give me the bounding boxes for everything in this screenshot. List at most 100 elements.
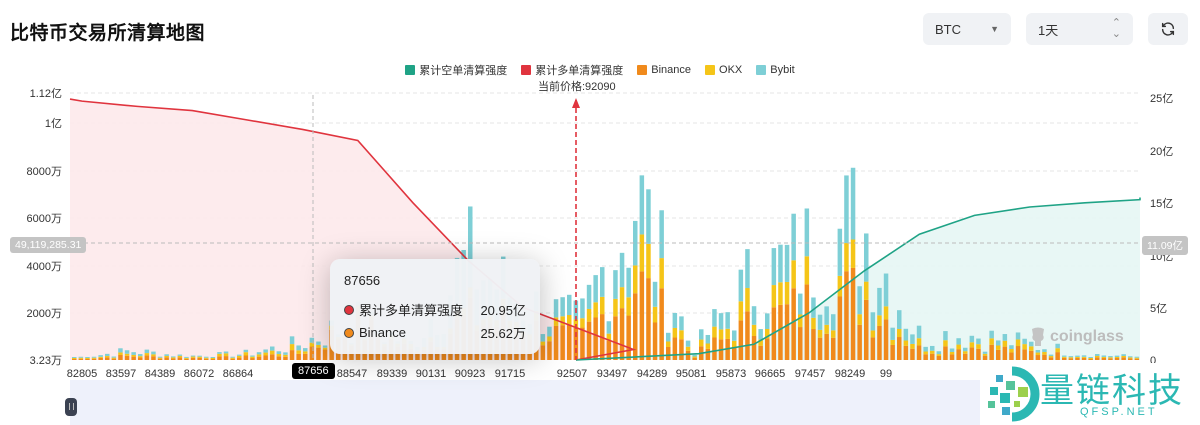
liquidation-bar <box>778 244 783 283</box>
liquidation-bar <box>111 356 117 358</box>
liquidation-bar <box>1114 358 1120 360</box>
liquidation-bar <box>943 331 948 341</box>
liquidation-bar <box>870 330 876 338</box>
liquidation-bar <box>692 356 697 358</box>
left-axis-crosshair-label: 49,119,285.31 <box>10 237 87 253</box>
liquidation-bar <box>712 326 717 338</box>
legend-swatch <box>705 65 716 75</box>
liquidation-bar <box>85 358 90 359</box>
liquidation-bar <box>157 357 163 359</box>
caret-down-icon: ▼ <box>990 24 999 34</box>
x-axis-tick: 97457 <box>795 368 826 380</box>
liquidation-bar <box>712 309 717 327</box>
liquidation-bar <box>111 357 117 359</box>
period-select[interactable]: 1天 ⌃ ⌄ <box>1026 13 1133 45</box>
data-zoom-slider[interactable] <box>70 380 985 425</box>
liquidation-bar <box>969 342 975 348</box>
liquidation-bar <box>831 337 836 360</box>
liquidation-bar <box>540 341 546 346</box>
liquidation-bar <box>567 315 572 325</box>
liquidation-bar <box>672 312 678 328</box>
liquidation-bar <box>989 338 994 345</box>
tooltip-row-value: 25.62万 <box>480 326 526 341</box>
tooltip-row: 累计多单清算强度 20.95亿 <box>344 300 526 319</box>
liquidation-chart[interactable]: 1.12亿 1亿 8000万 6000万 4000万 2000万 3.23万 25亿 20亿 15… <box>0 0 1200 380</box>
legend-item-okx[interactable]: OKX <box>705 62 742 78</box>
liquidation-bar <box>1121 357 1126 360</box>
legend-item-short-cum[interactable]: 累计空单清算强度 <box>405 62 507 78</box>
liquidation-bar <box>705 343 711 349</box>
liquidation-bar <box>857 324 862 360</box>
liquidation-bar <box>210 357 216 358</box>
liquidation-bar <box>1035 355 1041 360</box>
liquidation-bar <box>837 228 843 276</box>
liquidation-bar <box>844 175 849 244</box>
liquidation-bar <box>1101 355 1107 357</box>
liquidation-bar <box>989 330 994 339</box>
legend-label: Binance <box>651 64 692 76</box>
liquidation-bar <box>1095 357 1100 360</box>
series-dot-icon <box>344 304 354 315</box>
liquidation-bar <box>1114 357 1120 359</box>
liquidation-bar <box>190 356 196 358</box>
liquidation-bar <box>322 347 328 350</box>
liquidation-bar <box>817 314 823 330</box>
liquidation-bar <box>639 234 645 272</box>
liquidation-bar <box>91 357 97 359</box>
liquidation-bar <box>751 324 757 336</box>
liquidation-bar <box>573 319 579 328</box>
liquidation-bar <box>230 357 235 359</box>
liquidation-bar <box>890 327 895 340</box>
liquidation-bar <box>903 328 909 341</box>
legend-item-bybit[interactable]: Bybit <box>756 62 795 78</box>
liquidation-bar <box>652 306 658 323</box>
liquidation-bar <box>989 344 994 360</box>
liquidation-bar <box>765 313 770 330</box>
refresh-button[interactable] <box>1148 13 1188 45</box>
watermark-text: coinglass <box>1050 328 1124 345</box>
liquidation-bar <box>118 352 123 355</box>
period-select-value: 1天 <box>1038 22 1059 38</box>
liquidation-bar <box>118 348 123 353</box>
legend-item-long-cum[interactable]: 累计多单清算强度 <box>521 62 623 78</box>
liquidation-bar <box>1062 356 1067 358</box>
liquidation-bar <box>811 329 816 360</box>
liquidation-bar <box>316 344 321 348</box>
right-axis-crosshair-label: 11.09亿 <box>1142 236 1188 255</box>
liquidation-bar <box>547 341 552 360</box>
liquidation-bar <box>72 359 77 360</box>
liquidation-bar <box>943 340 948 347</box>
liquidation-bar <box>639 175 645 235</box>
liquidation-bar <box>197 355 202 357</box>
liquidation-bar <box>276 351 282 355</box>
slider-handle[interactable] <box>65 398 77 416</box>
liquidation-bar <box>910 343 915 349</box>
liquidation-bar <box>778 282 783 305</box>
chart-tooltip: 87656 累计多单清算强度 20.95亿 Binance 25.62万 <box>330 259 540 354</box>
liquidation-bar <box>705 334 711 344</box>
liquidation-bar <box>1042 354 1047 360</box>
liquidation-bar <box>758 329 763 340</box>
liquidation-bar <box>996 340 1001 346</box>
liquidation-bar <box>190 357 196 360</box>
liquidation-bar <box>1035 349 1041 353</box>
liquidation-bar <box>98 356 103 358</box>
liquidation-bar <box>771 285 777 308</box>
legend-label: OKX <box>719 64 743 76</box>
symbol-select[interactable]: BTC ▼ <box>923 13 1011 45</box>
liquidation-bar <box>996 349 1001 360</box>
liquidation-bar <box>1108 358 1113 360</box>
liquidation-bar <box>1108 356 1113 358</box>
liquidation-bar <box>864 233 869 282</box>
liquidation-bar <box>659 258 664 289</box>
liquidation-bar <box>652 281 658 307</box>
liquidation-bar <box>685 350 691 360</box>
liquidation-bar <box>580 318 585 328</box>
right-axis-tick: 15亿 <box>1150 197 1173 210</box>
legend-swatch <box>756 65 767 75</box>
liquidation-bar <box>303 353 308 360</box>
liquidation-bar <box>1048 354 1054 357</box>
right-axis-tick: 0 <box>1150 355 1156 367</box>
liquidation-bar <box>1075 356 1080 358</box>
legend-item-binance[interactable]: Binance <box>637 62 691 78</box>
